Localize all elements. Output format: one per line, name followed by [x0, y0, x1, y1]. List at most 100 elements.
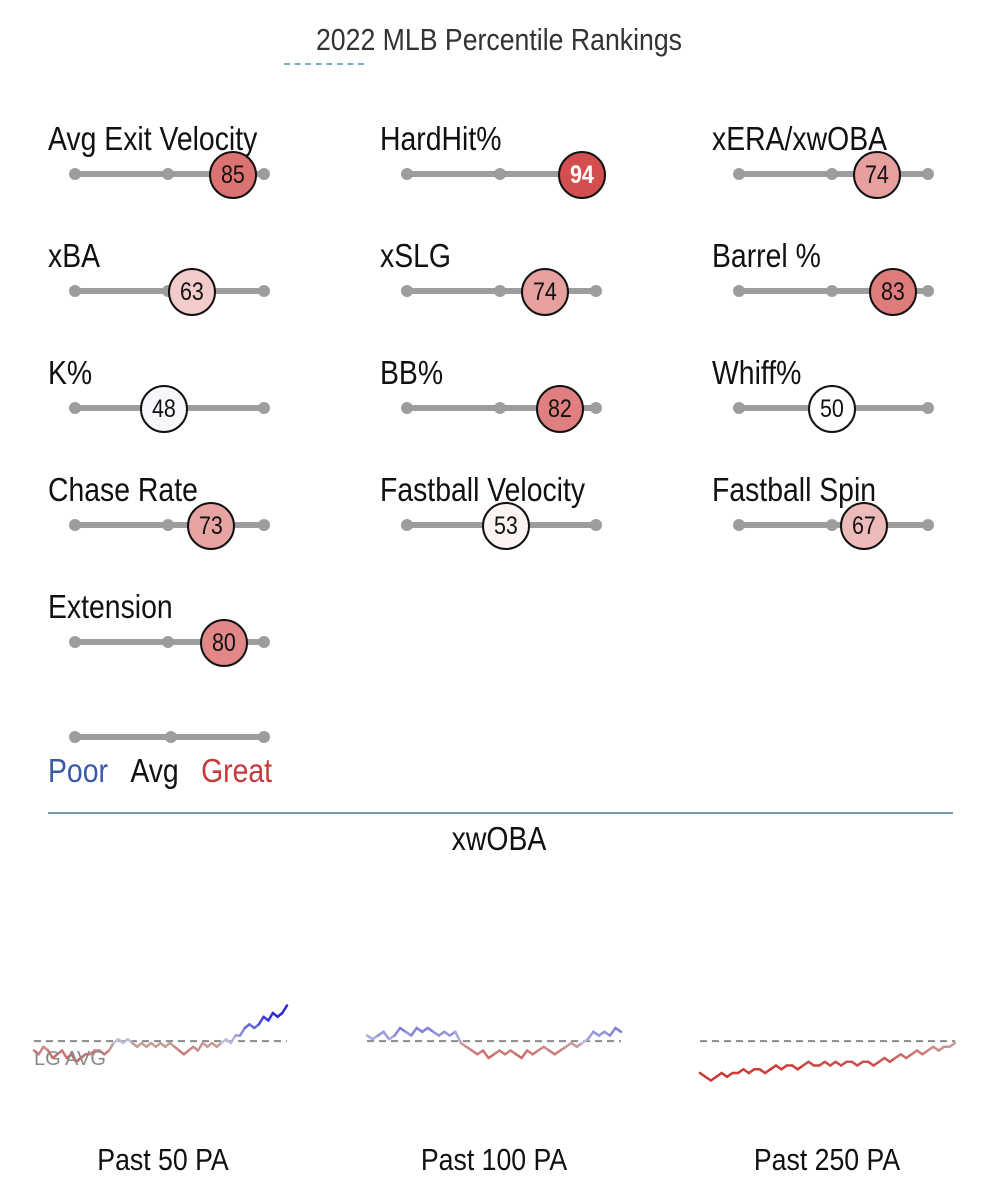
slider-dot [494, 285, 506, 297]
sparkline-segment [382, 1030, 391, 1041]
percentile-slider: 67 [733, 502, 936, 550]
percentile-value: 94 [569, 160, 594, 189]
sparkline-segment [948, 1041, 957, 1049]
slider-dot [258, 519, 270, 531]
percentile-value: 73 [198, 511, 223, 540]
metric-label: HardHit% [380, 120, 502, 157]
sparkline-segment [614, 1026, 623, 1034]
percentile-bubble: 63 [168, 268, 217, 316]
metric-card: xERA/xwOBA 74 [712, 120, 998, 210]
sparkline-segment [60, 1049, 69, 1060]
metric-label: BB% [380, 354, 444, 391]
slider-dot [401, 285, 413, 297]
sparkline-segment [454, 1030, 463, 1045]
metric-card: Fastball Spin 67 [712, 471, 998, 561]
percentile-value: 67 [851, 511, 876, 540]
percentile-bubble: 53 [481, 502, 530, 550]
sparkline-segment [481, 1049, 490, 1060]
slider-dot [258, 636, 270, 648]
percentile-bubble: 67 [839, 502, 888, 550]
percentile-slider: 73 [69, 502, 272, 550]
sparkline-segment [46, 1049, 54, 1060]
percentile-bubble: 74 [520, 268, 569, 316]
slider-dot [590, 402, 602, 414]
legend-great: Great [201, 752, 273, 789]
percentile-slider: 50 [733, 385, 936, 433]
percentile-bubble: 94 [557, 151, 606, 199]
metric-label: Whiff% [712, 354, 802, 391]
slider-dot [69, 519, 81, 531]
slider-dot [733, 285, 745, 297]
page-title: 2022 MLB Percentile Rankings [315, 22, 683, 57]
slider-dot [494, 168, 506, 180]
slider-dot [922, 168, 934, 180]
percentile-slider: 80 [69, 619, 272, 667]
metric-label: xSLG [380, 237, 451, 274]
slider-dot [69, 168, 81, 180]
slider-dot [590, 519, 602, 531]
percentile-bubble: 83 [869, 268, 918, 316]
slider-dot [162, 636, 174, 648]
legend-poor: Poor [48, 752, 108, 789]
legend-dot-low [69, 731, 81, 743]
sparkline-segment [70, 1053, 78, 1064]
past-100-label: Past 100 PA [420, 1142, 568, 1177]
slider-dot [401, 168, 413, 180]
slider-dot [826, 168, 838, 180]
percentile-value: 85 [221, 160, 246, 189]
percentile-slider: 48 [69, 385, 272, 433]
legend-slider [69, 728, 272, 748]
slider-dot [494, 402, 506, 414]
metric-card: Avg Exit Velocity 85 [48, 120, 348, 210]
slider-dot [162, 168, 174, 180]
metric-card: Chase Rate 73 [48, 471, 348, 561]
percentile-value: 63 [180, 277, 205, 306]
sparkline-segment [608, 1026, 617, 1037]
legend-dot-high [258, 731, 270, 743]
percentile-bubble: 85 [209, 151, 258, 199]
metric-label: K% [48, 354, 93, 391]
metric-label: xBA [48, 237, 101, 274]
metric-label: Fastball Velocity [380, 471, 586, 508]
sparkline-segment [409, 1026, 418, 1037]
slider-dot [401, 519, 413, 531]
percentile-bubble: 50 [808, 385, 856, 433]
metric-card: HardHit% 94 [380, 120, 680, 210]
metric-card: xBA 63 [48, 237, 348, 327]
slider-dot [258, 168, 270, 180]
past-250-label: Past 250 PA [753, 1142, 901, 1177]
sparkline-segment [37, 1045, 45, 1056]
percentile-bubble: 80 [199, 619, 248, 667]
slider-dot [733, 519, 745, 531]
percentile-value: 74 [532, 277, 557, 306]
slider-dot [162, 519, 174, 531]
metric-label: Chase Rate [48, 471, 198, 508]
slider-dot [258, 402, 270, 414]
sparkline-segment [586, 1030, 595, 1041]
metric-card: Barrel % 83 [712, 237, 998, 327]
percentile-value: 82 [547, 394, 572, 423]
sparkline-segment [267, 1011, 275, 1022]
slider-dot [922, 519, 934, 531]
metric-label: Fastball Spin [712, 471, 877, 508]
sparkline-segment [520, 1049, 529, 1060]
metric-label: Avg Exit Velocity [48, 120, 258, 157]
percentile-value: 74 [864, 160, 889, 189]
metric-card: Extension 80 [48, 588, 348, 678]
slider-dot [69, 636, 81, 648]
percentile-slider: 94 [401, 151, 606, 199]
metric-label: xERA/xwOBA [712, 120, 888, 157]
percentile-value: 53 [493, 511, 518, 540]
slider-dot [401, 402, 413, 414]
section-divider [48, 812, 953, 814]
percentile-value: 48 [152, 394, 177, 423]
metric-card: BB% 82 [380, 354, 680, 444]
metric-card: Whiff% 50 [712, 354, 998, 444]
lg-avg-label: LG AVG [34, 1048, 106, 1070]
percentile-bubble: 73 [186, 502, 235, 550]
sparkline-segment [238, 1026, 247, 1037]
slider-dot [922, 402, 934, 414]
percentile-bubble: 48 [140, 385, 189, 433]
slider-dot [69, 285, 81, 297]
sparkline-segment [229, 1034, 237, 1045]
